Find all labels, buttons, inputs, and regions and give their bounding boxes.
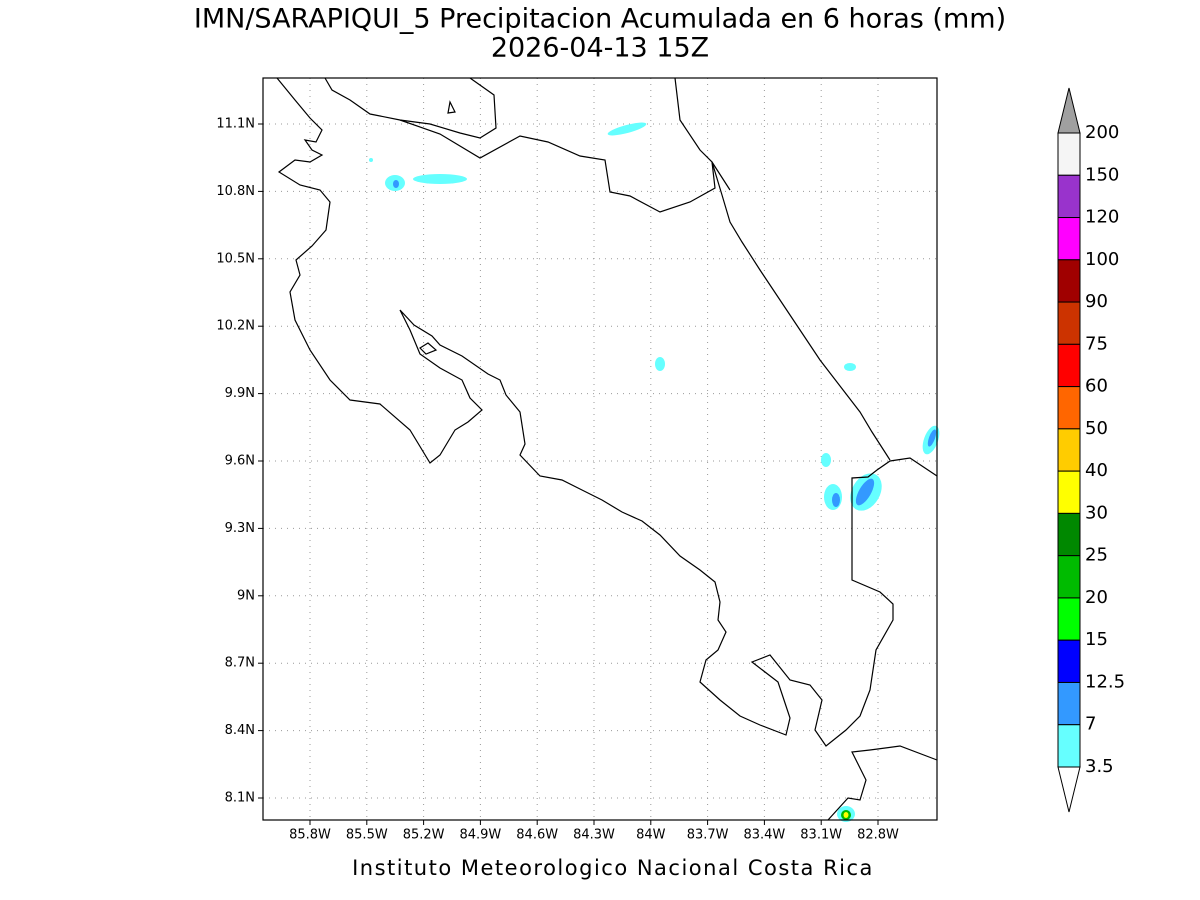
colorbar-label: 20 (1085, 587, 1108, 608)
lon-tick-label: 84.6W (516, 828, 558, 843)
lat-tick-label: 11.1N (216, 117, 255, 132)
colorbar-segment (1057, 428, 1081, 472)
subtitle: 2026-04-13 15Z (491, 33, 709, 64)
colorbar-segment (1057, 174, 1081, 219)
lon-tick-label: 84.9W (459, 828, 501, 843)
precip-area (843, 812, 849, 818)
lat-tick-label: 10.2N (216, 319, 255, 334)
colorbar-segment (1057, 681, 1081, 726)
colorbar-label: 3.5 (1085, 756, 1114, 777)
colorbar-label: 40 (1085, 460, 1108, 481)
colorbar-label: 150 (1085, 164, 1119, 185)
colorbar-over (1057, 87, 1081, 134)
footer: Instituto Meteorologico Nacional Costa R… (352, 856, 874, 880)
colorbar-label: 100 (1085, 249, 1119, 270)
lat-tick-label: 8.1N (225, 791, 255, 806)
colorbar-segment (1057, 259, 1081, 303)
colorbar-label: 25 (1085, 545, 1108, 566)
island (447, 100, 456, 114)
axis-labels: 85.8W 85.5W 85.2W 84.9W 84.6W 84.3W 84W 83.7W 83… (216, 117, 899, 843)
lon-tick-label: 83.4W (743, 828, 785, 843)
precip-area (855, 478, 875, 506)
coastline (674, 77, 891, 461)
precip-area (393, 180, 399, 188)
lat-tick-label: 9N (237, 588, 255, 603)
colorbar-segment (1057, 470, 1081, 514)
colorbar-label: 60 (1085, 376, 1108, 397)
coastline (276, 77, 938, 747)
lon-tick-label: 85.8W (289, 828, 331, 843)
colorbar-label: 30 (1085, 502, 1108, 523)
lon-tick-label: 83.1W (800, 828, 842, 843)
colorbar-label: 200 (1085, 122, 1119, 143)
lat-tick-label: 9.3N (225, 521, 255, 536)
colorbar-segment (1057, 132, 1081, 176)
colorbar-segment (1057, 512, 1081, 557)
lat-tick-label: 8.7N (225, 656, 255, 671)
colorbar-label: 50 (1085, 418, 1108, 439)
lat-tick-label: 10.8N (216, 184, 255, 199)
colorbar-label: 12.5 (1085, 671, 1125, 692)
precip-area (655, 357, 665, 371)
title: IMN/SARAPIQUI_5 Precipitacion Acumulada … (194, 4, 1006, 35)
colorbar: 200 150 120 100 90 75 60 50 40 30 25 20 15 12.5 7 3.5 (1057, 87, 1125, 813)
coastlines (276, 77, 938, 821)
colorbar-label: 15 (1085, 629, 1108, 650)
precip-area (607, 122, 647, 136)
lon-tick-label: 85.2W (403, 828, 445, 843)
colorbar-segment (1057, 386, 1081, 430)
precip-area (844, 363, 856, 371)
map-frame (262, 77, 938, 821)
precip-area (832, 493, 840, 507)
lon-tick-label: 84.3W (573, 828, 615, 843)
grid (263, 78, 937, 820)
colorbar-segment (1057, 639, 1081, 683)
coastline (827, 745, 938, 821)
colorbar-segment (1057, 597, 1081, 641)
lon-tick-label: 85.5W (346, 828, 388, 843)
border (399, 119, 731, 213)
lon-tick-label: 84W (636, 828, 666, 843)
lat-tick-label: 9.6N (225, 454, 255, 469)
coastline (324, 77, 497, 139)
colorbar-label: 7 (1085, 714, 1096, 735)
precip-area (413, 174, 467, 184)
lat-tick-label: 8.4N (225, 723, 255, 738)
precip-areas (369, 122, 940, 822)
precip-area (821, 453, 831, 467)
lon-tick-label: 83.7W (687, 828, 729, 843)
colorbar-segment (1057, 343, 1081, 388)
colorbar-segment (1057, 301, 1081, 345)
lat-tick-label: 9.9N (225, 386, 255, 401)
colorbar-label: 75 (1085, 333, 1108, 354)
colorbar-segment (1057, 555, 1081, 599)
colorbar-segment (1057, 217, 1081, 261)
precip-area (927, 429, 937, 447)
colorbar-label: 90 (1085, 291, 1108, 312)
colorbar-segment (1057, 724, 1081, 768)
precip-area (369, 158, 373, 162)
colorbar-label: 120 (1085, 207, 1119, 228)
island (419, 342, 438, 355)
colorbar-under (1057, 766, 1081, 813)
lon-tick-label: 82.8W (857, 828, 899, 843)
lat-tick-label: 10.5N (216, 251, 255, 266)
